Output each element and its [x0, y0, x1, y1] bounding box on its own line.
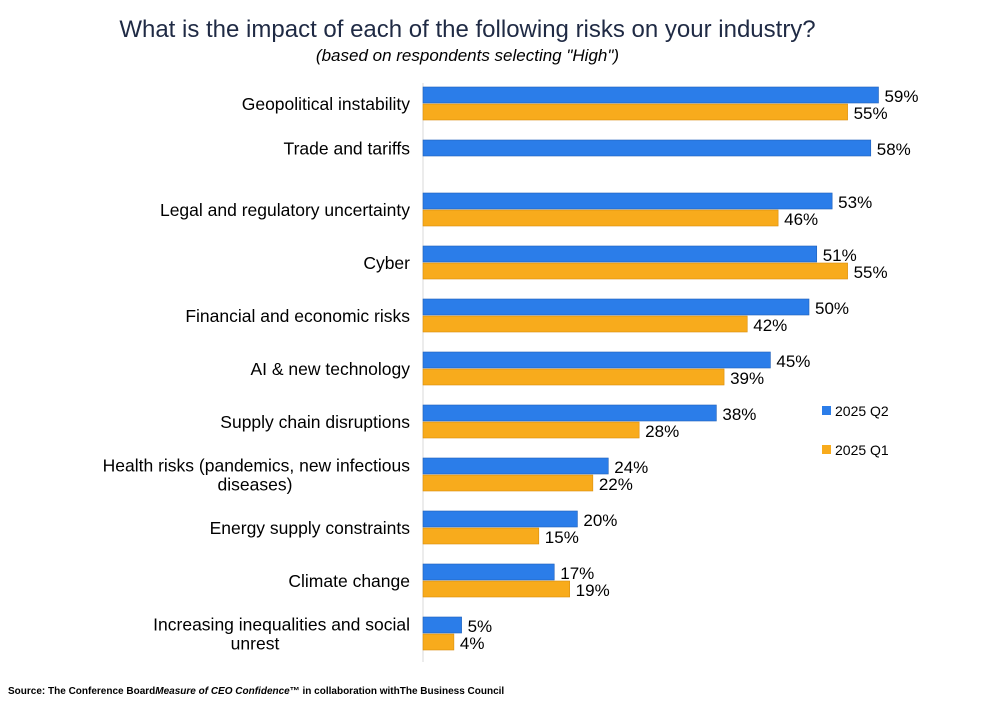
bar-q2: [422, 139, 872, 157]
legend-swatch: [822, 445, 831, 454]
source-mark: ™: [289, 686, 300, 697]
data-label-q1: 55%: [854, 263, 888, 282]
data-label-q2: 24%: [614, 458, 648, 477]
bar-q2: [422, 86, 879, 104]
data-label-q1: 55%: [854, 104, 888, 123]
bar-q2: [422, 351, 771, 369]
bar-q1: [422, 527, 540, 545]
data-label-q2: 51%: [823, 246, 857, 265]
source-middle: in collaboration with: [299, 686, 400, 697]
bar-q1: [422, 368, 725, 386]
source-publication: Measure of CEO Confidence: [155, 686, 290, 697]
data-label-q2: 45%: [776, 352, 810, 371]
bar-q1: [422, 633, 455, 651]
bar-q2: [422, 510, 578, 528]
data-label-q2: 17%: [560, 564, 594, 583]
data-label-q1: 22%: [599, 475, 633, 494]
data-label-q1: 46%: [784, 210, 818, 229]
category-label: diseases): [218, 475, 293, 495]
data-label-q1: 42%: [753, 316, 787, 335]
data-label-q1: 28%: [645, 422, 679, 441]
data-label-q2: 20%: [583, 511, 617, 530]
data-label-q2: 38%: [722, 405, 756, 424]
data-label-q2: 59%: [884, 87, 918, 106]
bar-q1: [422, 103, 848, 121]
chart-subtitle: (based on respondents selecting "High"): [315, 46, 620, 65]
data-label-q2: 58%: [877, 140, 911, 159]
category-label: unrest: [231, 634, 280, 654]
bar-q1: [422, 262, 848, 280]
legend-swatch: [822, 406, 831, 415]
category-label: Cyber: [363, 253, 410, 273]
data-label-q1: 4%: [460, 634, 485, 653]
legend-label: 2025 Q2: [835, 403, 889, 419]
category-label: AI & new technology: [250, 359, 410, 379]
category-label: Health risks (pandemics, new infectious: [103, 456, 411, 476]
bar-q2: [422, 616, 462, 634]
data-label-q1: 19%: [576, 581, 610, 600]
legend-label: 2025 Q1: [835, 442, 889, 458]
data-label-q1: 15%: [545, 528, 579, 547]
category-label: Energy supply constraints: [210, 518, 411, 538]
category-label: Financial and economic risks: [185, 306, 410, 326]
bar-q2: [422, 192, 833, 210]
category-label: Legal and regulatory uncertainty: [160, 200, 410, 220]
source-note: Source: The Conference BoardMeasure of C…: [8, 686, 504, 697]
bar-q2: [422, 245, 818, 263]
data-label-q2: 53%: [838, 193, 872, 212]
bar-q1: [422, 580, 570, 598]
bar-q1: [422, 209, 779, 227]
bar-q2: [422, 563, 555, 581]
data-label-q1: 39%: [730, 369, 764, 388]
category-label: Increasing inequalities and social: [153, 615, 410, 635]
bar-q1: [422, 474, 594, 492]
category-label: Geopolitical instability: [242, 94, 411, 114]
bar-q2: [422, 298, 810, 316]
category-label: Climate change: [288, 571, 410, 591]
source-partner: The Business Council: [399, 686, 505, 697]
bar-q1: [422, 315, 748, 333]
chart-title: What is the impact of each of the follow…: [119, 16, 816, 43]
data-label-q2: 50%: [815, 299, 849, 318]
bar-q1: [422, 421, 640, 439]
source-prefix: Source: The Conference Board: [8, 686, 156, 697]
bar-q2: [422, 457, 609, 475]
bar-q2: [422, 404, 717, 422]
category-label: Supply chain disruptions: [220, 412, 410, 432]
data-label-q2: 5%: [468, 617, 493, 636]
category-label: Trade and tariffs: [284, 139, 411, 159]
